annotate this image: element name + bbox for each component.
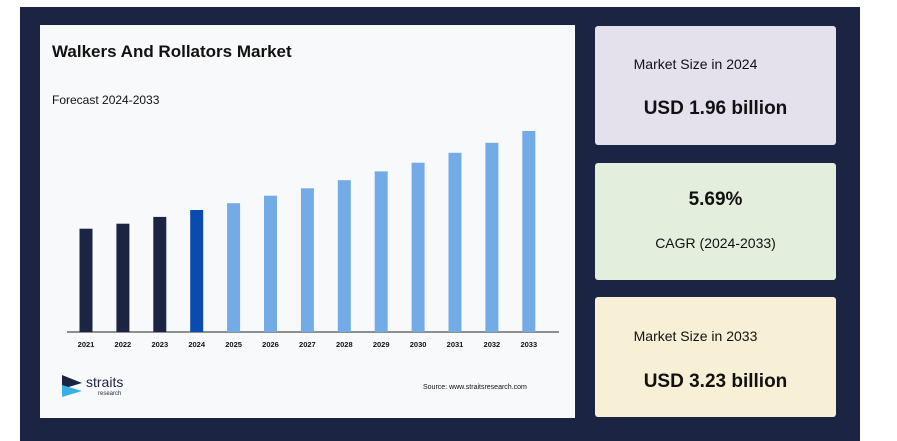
straits-logo: straits research xyxy=(62,373,152,401)
x-tick-label: 2025 xyxy=(225,340,242,349)
bar-2027 xyxy=(301,188,314,332)
bar-2031 xyxy=(449,153,462,332)
bar-2033 xyxy=(522,131,535,332)
bar-2026 xyxy=(264,196,277,332)
x-tick-label: 2024 xyxy=(188,340,206,349)
market-size-2033-card: Market Size in 2033 USD 3.23 billion xyxy=(595,297,836,417)
x-tick-label: 2031 xyxy=(447,340,464,349)
chart-panel: Walkers And Rollators Market Forecast 20… xyxy=(40,25,575,418)
cagr-label: CAGR (2024-2033) xyxy=(595,235,836,251)
x-tick-label: 2028 xyxy=(336,340,353,349)
x-tick-label: 2026 xyxy=(262,340,279,349)
source-note: Source: www.straitsresearch.com xyxy=(423,384,527,391)
cagr-value: 5.69% xyxy=(595,189,836,211)
logo-wordmark: straits xyxy=(86,374,123,390)
bar-2029 xyxy=(375,171,388,332)
straits-logo-icon xyxy=(62,375,82,397)
bar-2021 xyxy=(80,229,93,332)
x-tick-label: 2033 xyxy=(520,340,537,349)
logo-subtext: research xyxy=(98,391,121,397)
x-tick-label: 2027 xyxy=(299,340,316,349)
market-size-2024-label: Market Size in 2024 xyxy=(575,56,816,72)
x-tick-label: 2030 xyxy=(410,340,427,349)
x-tick-label: 2021 xyxy=(78,340,95,349)
x-tick-label: 2023 xyxy=(151,340,168,349)
bar-chart: 2021 2022 2023 2024 2025 2026 2027 2028 2029 2030… xyxy=(40,25,575,418)
bar-2025 xyxy=(227,203,240,332)
bar-2023 xyxy=(153,217,166,332)
bar-2022 xyxy=(116,224,129,332)
x-tick-label: 2029 xyxy=(373,340,390,349)
bar-2032 xyxy=(485,143,498,332)
bar-2028 xyxy=(338,180,351,332)
market-size-2033-value: USD 3.23 billion xyxy=(595,371,836,393)
market-size-2033-label: Market Size in 2033 xyxy=(575,328,816,344)
x-tick-label: 2022 xyxy=(115,340,132,349)
bar-2030 xyxy=(412,163,425,332)
x-tick-label: 2032 xyxy=(484,340,501,349)
market-size-2024-card: Market Size in 2024 USD 1.96 billion xyxy=(595,26,836,145)
cagr-card: 5.69% CAGR (2024-2033) xyxy=(595,163,836,280)
market-size-2024-value: USD 1.96 billion xyxy=(595,98,836,120)
bar-2024 xyxy=(190,210,203,332)
